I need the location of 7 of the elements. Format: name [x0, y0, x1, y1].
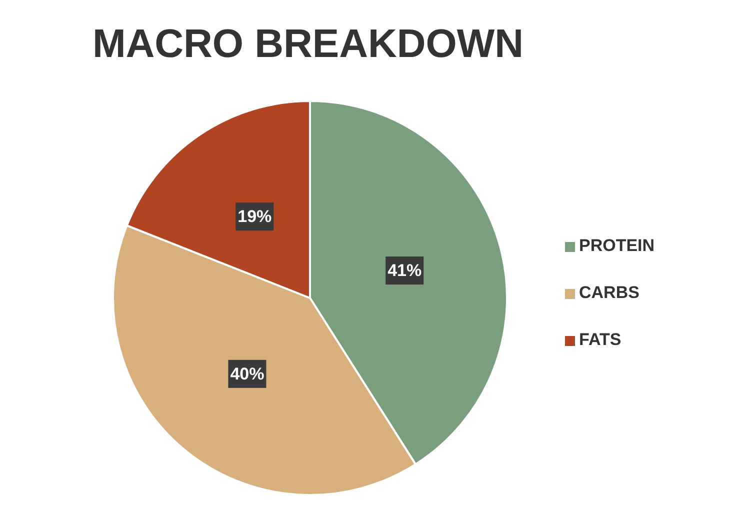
data-label: 40% — [230, 364, 264, 384]
legend-label: CARBS — [579, 283, 640, 302]
data-label: 19% — [238, 207, 272, 226]
legend-label: FATS — [579, 330, 622, 349]
legend-label: PROTEIN — [579, 236, 655, 255]
chart-title: MACRO BREAKDOWN — [91, 22, 525, 67]
data-label: 41% — [388, 261, 422, 280]
